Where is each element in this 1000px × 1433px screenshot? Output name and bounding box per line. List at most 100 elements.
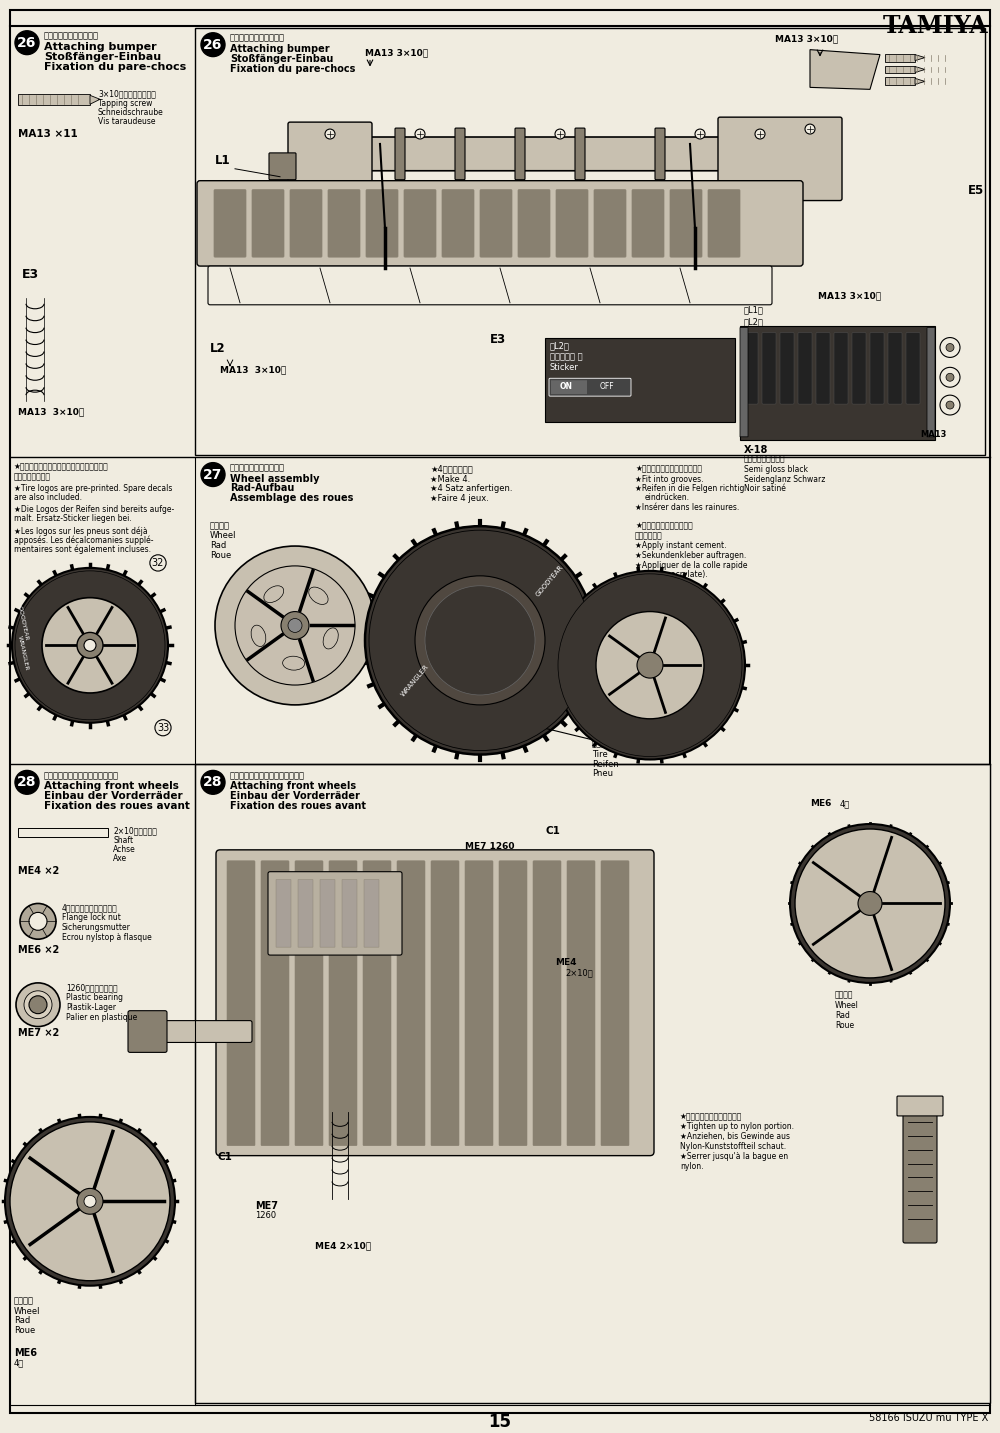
FancyBboxPatch shape	[545, 338, 735, 421]
FancyBboxPatch shape	[655, 128, 665, 179]
Circle shape	[288, 619, 302, 632]
Text: E3: E3	[490, 332, 506, 345]
Text: Attaching front wheels: Attaching front wheels	[44, 781, 179, 791]
Circle shape	[215, 546, 375, 705]
Text: ★4個作ります。: ★4個作ります。	[430, 464, 473, 474]
Circle shape	[596, 612, 704, 719]
Text: を貼って下さい。: を貼って下さい。	[14, 473, 51, 481]
Text: ★Insérer dans les rainures.: ★Insérer dans les rainures.	[635, 503, 739, 513]
Circle shape	[201, 463, 225, 486]
Polygon shape	[810, 50, 880, 89]
FancyBboxPatch shape	[269, 153, 296, 179]
Circle shape	[415, 576, 545, 705]
Circle shape	[84, 639, 96, 651]
Circle shape	[415, 129, 425, 139]
Text: ME6: ME6	[810, 800, 831, 808]
Text: MA13  3×10㎜: MA13 3×10㎜	[18, 407, 84, 416]
FancyBboxPatch shape	[601, 861, 629, 1146]
Text: Plastik-Lager: Plastik-Lager	[66, 1003, 116, 1012]
Text: タイヤ: タイヤ	[592, 739, 607, 748]
Circle shape	[24, 990, 52, 1019]
FancyBboxPatch shape	[252, 189, 284, 257]
Circle shape	[790, 824, 950, 983]
Text: MA13 3×10㎜: MA13 3×10㎜	[365, 49, 428, 57]
FancyBboxPatch shape	[363, 861, 391, 1146]
Text: ホイール: ホイール	[14, 1297, 34, 1305]
FancyBboxPatch shape	[518, 189, 550, 257]
FancyBboxPatch shape	[158, 1020, 252, 1042]
FancyBboxPatch shape	[852, 332, 866, 404]
Text: Attaching bumper: Attaching bumper	[230, 43, 330, 53]
Text: ★Die Logos der Reifen sind bereits aufge-: ★Die Logos der Reifen sind bereits aufge…	[14, 506, 174, 514]
Text: Fixation du pare-chocs: Fixation du pare-chocs	[230, 63, 355, 73]
Ellipse shape	[309, 588, 328, 605]
Text: ★Tire logos are pre-printed. Spare decals: ★Tire logos are pre-printed. Spare decal…	[14, 484, 172, 493]
FancyBboxPatch shape	[216, 850, 654, 1155]
FancyBboxPatch shape	[395, 128, 405, 179]
Text: E5: E5	[968, 183, 984, 196]
FancyBboxPatch shape	[567, 861, 595, 1146]
Text: Plastic bearing: Plastic bearing	[66, 993, 123, 1002]
Ellipse shape	[323, 628, 338, 649]
FancyBboxPatch shape	[816, 332, 830, 404]
FancyBboxPatch shape	[798, 332, 812, 404]
Circle shape	[235, 566, 355, 685]
Text: Attaching front wheels: Attaching front wheels	[230, 781, 356, 791]
Text: 〈フロントホイールのとりつけ〉: 〈フロントホイールのとりつけ〉	[230, 771, 305, 781]
FancyBboxPatch shape	[533, 861, 561, 1146]
Text: ★Serrer jusqu'à la bague en: ★Serrer jusqu'à la bague en	[680, 1152, 788, 1161]
Text: ME7: ME7	[255, 1201, 278, 1211]
Circle shape	[12, 567, 168, 722]
Polygon shape	[915, 79, 925, 85]
Text: Wheel: Wheel	[210, 532, 237, 540]
Circle shape	[201, 771, 225, 794]
Text: Stoßfänger-Einbau: Stoßfänger-Einbau	[230, 53, 333, 63]
Text: ★Reifen in die Felgen richtig: ★Reifen in die Felgen richtig	[635, 484, 744, 493]
Text: ★タイヤの文字がはがれてしまったらマーク: ★タイヤの文字がはがれてしまったらマーク	[14, 463, 109, 471]
Text: 32: 32	[152, 557, 164, 567]
Text: MA13 3×10㎜: MA13 3×10㎜	[775, 34, 838, 43]
FancyBboxPatch shape	[442, 189, 474, 257]
Text: mentaires sont également incluses.: mentaires sont également incluses.	[14, 545, 151, 553]
Text: Einbau der Vorderräder: Einbau der Vorderräder	[230, 791, 360, 801]
Text: MA13  3×10㎜: MA13 3×10㎜	[220, 365, 286, 374]
Text: Fixation des roues avant: Fixation des roues avant	[230, 801, 366, 811]
Text: Roue: Roue	[14, 1327, 35, 1336]
FancyBboxPatch shape	[903, 1111, 937, 1242]
Text: Assemblage des roues: Assemblage des roues	[230, 493, 353, 503]
Circle shape	[365, 526, 595, 755]
FancyBboxPatch shape	[404, 202, 456, 219]
Circle shape	[858, 891, 882, 916]
Text: 4㎜: 4㎜	[840, 800, 850, 808]
Text: nylon.: nylon.	[680, 1162, 704, 1171]
Circle shape	[946, 344, 954, 351]
Text: ステッカー ㉚: ステッカー ㉚	[550, 353, 583, 361]
FancyBboxPatch shape	[197, 181, 803, 267]
Text: GOODYEAR: GOODYEAR	[535, 563, 565, 598]
Text: Tire: Tire	[592, 749, 608, 758]
FancyBboxPatch shape	[342, 880, 357, 947]
FancyBboxPatch shape	[404, 189, 436, 257]
Text: Rad-Aufbau: Rad-Aufbau	[230, 483, 294, 493]
Text: L1: L1	[215, 153, 231, 166]
FancyBboxPatch shape	[18, 828, 108, 837]
Polygon shape	[915, 54, 925, 60]
Text: MA13 ×11: MA13 ×11	[18, 129, 78, 139]
Text: Shaft: Shaft	[113, 835, 133, 845]
Text: are also included.: are also included.	[14, 493, 82, 503]
Text: 〈フロントホイールのとりつけ〉: 〈フロントホイールのとりつけ〉	[44, 771, 119, 781]
Circle shape	[940, 367, 960, 387]
Text: 33: 33	[157, 722, 169, 732]
Ellipse shape	[251, 625, 266, 646]
Text: 〈L2〉: 〈L2〉	[744, 318, 764, 327]
Text: Achse: Achse	[113, 845, 136, 854]
Circle shape	[77, 632, 103, 658]
FancyBboxPatch shape	[885, 77, 915, 86]
Text: ME7 1260: ME7 1260	[465, 843, 514, 851]
Text: WRANGLER: WRANGLER	[400, 663, 430, 698]
Text: ★Fit into grooves.: ★Fit into grooves.	[635, 474, 704, 483]
FancyBboxPatch shape	[10, 10, 990, 1413]
Circle shape	[77, 1188, 103, 1214]
Text: Stoßfänger-Einbau: Stoßfänger-Einbau	[44, 52, 161, 62]
Text: (cyanoacrylate).: (cyanoacrylate).	[645, 570, 708, 579]
